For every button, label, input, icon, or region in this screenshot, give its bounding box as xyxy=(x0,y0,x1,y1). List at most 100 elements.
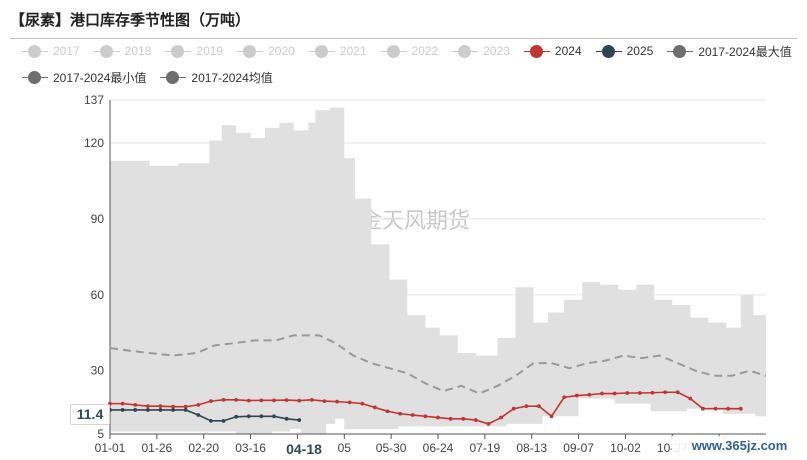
series-layer xyxy=(108,334,767,426)
data-point xyxy=(511,406,516,411)
legend-label: 2017-2024最大值 xyxy=(698,44,792,59)
legend-label: 2023 xyxy=(483,44,510,58)
data-point xyxy=(183,404,188,409)
legend-marker-icon xyxy=(165,44,192,58)
data-point xyxy=(675,390,680,395)
legend-item[interactable]: 2019 xyxy=(165,41,223,61)
data-point xyxy=(448,416,453,421)
legend-marker-icon xyxy=(237,44,264,58)
data-point xyxy=(587,392,592,397)
data-point xyxy=(221,397,226,402)
legend-marker-icon xyxy=(667,44,694,58)
legend-label: 2017-2024均值 xyxy=(191,70,273,85)
data-point xyxy=(297,418,302,422)
data-point xyxy=(524,404,529,409)
x-tick-label: 05-30 xyxy=(376,441,407,455)
data-point xyxy=(158,408,163,412)
data-point xyxy=(183,408,188,412)
data-point xyxy=(347,400,352,405)
legend-label: 2018 xyxy=(124,44,152,58)
data-point xyxy=(423,414,428,419)
data-point xyxy=(234,414,239,419)
chart-legend: 2017 2018 2019 2020 2021 2022 2023 2024 2025 2017… xyxy=(22,41,792,87)
data-point xyxy=(272,398,276,403)
data-point xyxy=(360,401,365,406)
legend-item[interactable]: 2021 xyxy=(308,41,367,61)
legend-label: 2024 xyxy=(554,44,582,58)
legend-label: 2020 xyxy=(268,44,295,58)
data-point xyxy=(473,418,478,422)
legend-marker-icon xyxy=(523,44,550,58)
data-point xyxy=(600,391,604,396)
x-tick-label: 06-24 xyxy=(423,441,454,455)
x-tick-label: 07-19 xyxy=(470,441,501,455)
legend-item[interactable]: 2017 xyxy=(22,41,80,61)
data-point xyxy=(221,418,226,423)
data-point xyxy=(398,411,403,416)
legend-item[interactable]: 2022 xyxy=(380,41,439,61)
data-point xyxy=(726,406,731,411)
max-area xyxy=(110,107,766,434)
y-tick-label: 5 xyxy=(97,427,104,441)
data-point xyxy=(133,403,138,407)
legend-item[interactable]: 2025 xyxy=(595,41,654,61)
legend-marker-icon xyxy=(160,70,187,84)
legend-item[interactable]: 2020 xyxy=(237,41,295,61)
data-point xyxy=(209,418,213,423)
data-point xyxy=(738,406,743,411)
data-point xyxy=(701,406,705,411)
data-point xyxy=(410,413,415,417)
data-point xyxy=(272,414,276,419)
data-point xyxy=(145,408,150,412)
x-tick-label: 08-13 xyxy=(516,441,547,455)
y-tick-label: 60 xyxy=(91,288,105,302)
data-point xyxy=(385,409,390,414)
data-point xyxy=(246,414,251,419)
data-point xyxy=(461,416,466,421)
legend-label: 2025 xyxy=(626,44,654,58)
x-tick-label: 05 xyxy=(338,441,352,455)
data-point xyxy=(171,404,175,409)
current-date-label: 04-18 xyxy=(286,441,322,457)
legend-marker-icon xyxy=(595,44,622,58)
data-point xyxy=(120,408,125,412)
legend-item[interactable]: 2023 xyxy=(452,41,510,61)
legend-item[interactable]: 2017-2024均值 xyxy=(160,67,273,87)
legend-item[interactable]: 2024 xyxy=(523,41,582,61)
legend-marker-icon xyxy=(452,44,479,58)
legend-label: 2019 xyxy=(196,44,224,58)
series-line xyxy=(109,334,767,395)
legend-item[interactable]: 2017-2024最小值 xyxy=(22,67,146,87)
data-point xyxy=(637,391,642,395)
data-point xyxy=(537,404,541,409)
site-watermark: www.365jz.com xyxy=(672,436,807,456)
data-point xyxy=(246,398,251,403)
data-point xyxy=(549,414,554,419)
data-point xyxy=(209,399,213,404)
data-point xyxy=(284,398,289,402)
legend-item[interactable]: 2017-2024最大值 xyxy=(667,41,792,61)
data-point xyxy=(145,404,150,409)
data-point xyxy=(234,397,239,402)
data-point xyxy=(297,398,302,403)
legend-marker-icon xyxy=(380,44,407,58)
data-point xyxy=(650,390,655,395)
data-point xyxy=(335,399,339,404)
legend-item[interactable]: 2018 xyxy=(93,41,152,61)
title-divider xyxy=(10,38,797,39)
data-point xyxy=(562,395,567,400)
x-tick-label: 10-02 xyxy=(610,441,641,455)
legend-label: 2021 xyxy=(339,44,367,58)
x-tick-label: 01-26 xyxy=(142,441,173,455)
data-point xyxy=(574,393,579,398)
y-tick-label: 90 xyxy=(91,212,105,226)
series-line xyxy=(110,409,300,422)
legend-label: 2022 xyxy=(411,44,439,58)
legend-label: 2017-2024最小值 xyxy=(53,70,147,85)
legend-marker-icon xyxy=(93,44,120,58)
x-tick-label: 09-07 xyxy=(563,441,594,455)
legend-marker-icon xyxy=(22,70,48,84)
legend-label: 2017 xyxy=(53,44,80,58)
data-point xyxy=(486,421,491,426)
